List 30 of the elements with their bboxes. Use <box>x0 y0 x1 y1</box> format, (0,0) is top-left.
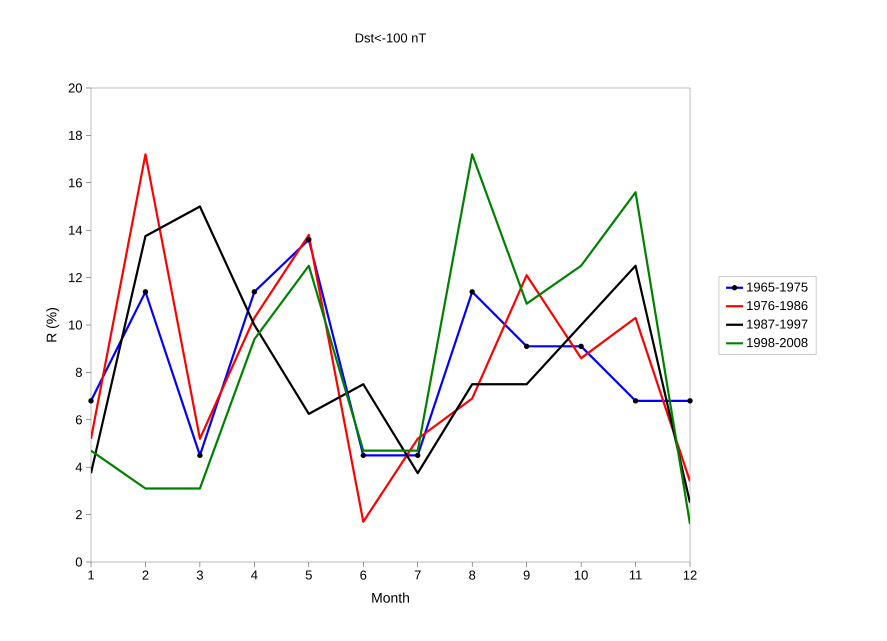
chart-title: Dst<-100 nT <box>356 33 426 42</box>
x-tick-label: 4 <box>251 570 258 580</box>
x-tick-label: 1 <box>88 570 94 580</box>
x-tick-label: 12 <box>684 570 697 580</box>
x-tick-label: 9 <box>524 570 530 580</box>
y-axis-title: R (%) <box>46 308 60 342</box>
x-tick-label: 5 <box>306 570 312 580</box>
y-tick-label: 16 <box>69 178 82 188</box>
y-tick-label: 10 <box>69 320 82 330</box>
x-tick-label: 7 <box>414 570 421 580</box>
y-tick-label: 8 <box>76 368 82 377</box>
x-tick-label: 3 <box>196 570 203 580</box>
y-tick-label: 0 <box>76 557 82 567</box>
legend-label: 1987-1997 <box>747 320 808 329</box>
y-tick-label: 20 <box>68 83 82 93</box>
x-tick-label: 6 <box>360 570 366 580</box>
y-tick-label: 6 <box>76 415 82 424</box>
x-axis-title: Month <box>372 592 409 603</box>
x-tick-label: 8 <box>469 570 476 580</box>
y-tick-label: 14 <box>69 226 82 235</box>
x-tick-label: 11 <box>630 570 642 580</box>
y-tick-label: 18 <box>69 130 82 140</box>
x-tick-label: 2 <box>142 570 148 580</box>
legend-label: 1976-1986 <box>747 300 808 310</box>
legend-label: 1965-1975 <box>747 282 808 292</box>
x-tick-label: 10 <box>574 570 588 580</box>
y-tick-label: 12 <box>69 273 82 282</box>
y-tick-label: 2 <box>76 510 82 520</box>
legend-label: 1998-2008 <box>747 338 808 348</box>
y-tick-label: 4 <box>76 462 82 472</box>
